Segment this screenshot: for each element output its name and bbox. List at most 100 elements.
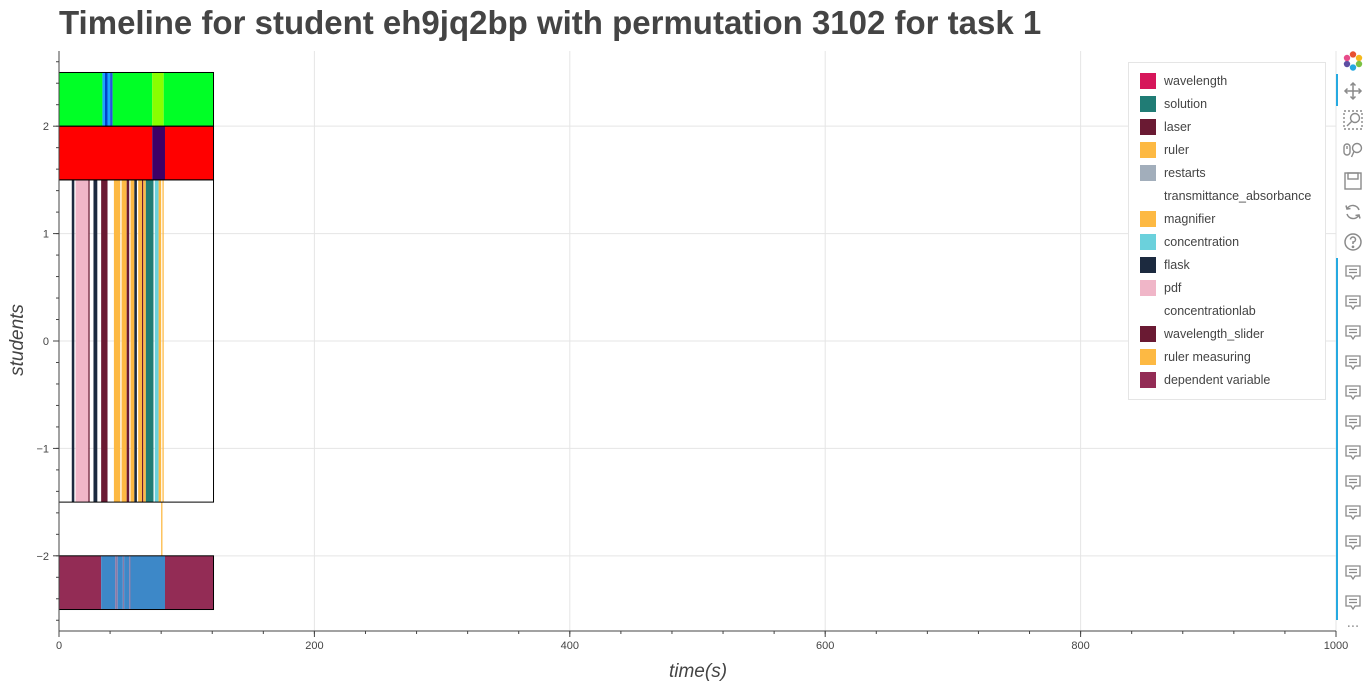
legend-item[interactable]: ruler bbox=[1129, 138, 1325, 161]
timeline-segment[interactable] bbox=[124, 555, 130, 610]
legend-label: ruler bbox=[1164, 142, 1190, 157]
hover-icon[interactable] bbox=[1342, 532, 1364, 554]
timeline-segment[interactable] bbox=[163, 72, 214, 127]
hover-icon[interactable] bbox=[1342, 442, 1364, 464]
timeline-segment[interactable] bbox=[88, 179, 90, 503]
timeline-segment[interactable] bbox=[130, 555, 165, 610]
timeline-segment[interactable] bbox=[162, 179, 164, 503]
y-tick-label: −1 bbox=[36, 443, 49, 455]
hover-icon[interactable] bbox=[1342, 382, 1364, 404]
timeline-segment[interactable] bbox=[75, 179, 89, 503]
timeline-segment[interactable] bbox=[122, 555, 125, 610]
timeline-segment[interactable] bbox=[143, 179, 146, 503]
timeline-segment[interactable] bbox=[130, 179, 135, 503]
timeline-segment[interactable] bbox=[71, 179, 75, 503]
legend-item[interactable]: ruler measuring bbox=[1129, 345, 1325, 368]
x-tick-label: 400 bbox=[561, 640, 579, 652]
timeline-segment[interactable] bbox=[134, 179, 137, 503]
legend-swatch bbox=[1140, 210, 1156, 227]
toolbar-separator-top bbox=[1336, 74, 1338, 106]
save-icon[interactable] bbox=[1342, 170, 1364, 192]
more-icon[interactable]: ··· bbox=[1346, 619, 1360, 635]
timeline-segment[interactable] bbox=[158, 179, 162, 503]
legend-item[interactable]: solution bbox=[1129, 92, 1325, 115]
timeline-segment[interactable] bbox=[93, 179, 98, 503]
legend[interactable]: wavelength solution laser ruler restarts tran… bbox=[1128, 62, 1326, 400]
bokeh-logo-icon[interactable] bbox=[1342, 50, 1364, 72]
hover-icon[interactable] bbox=[1342, 262, 1364, 284]
hover-icon[interactable] bbox=[1342, 322, 1364, 344]
legend-swatch bbox=[1140, 303, 1156, 319]
timeline-segment[interactable] bbox=[101, 179, 108, 503]
timeline-segment[interactable] bbox=[110, 72, 113, 127]
timeline-segment[interactable] bbox=[164, 126, 214, 180]
legend-item[interactable]: wavelength_slider bbox=[1129, 322, 1325, 345]
timeline-segment[interactable] bbox=[101, 555, 116, 610]
legend-item[interactable]: laser bbox=[1129, 115, 1325, 138]
legend-label: pdf bbox=[1164, 280, 1182, 295]
legend-item[interactable]: pdf bbox=[1129, 276, 1325, 299]
hover-icon[interactable] bbox=[1342, 562, 1364, 584]
pan-icon[interactable] bbox=[1342, 80, 1364, 102]
wheel-zoom-icon[interactable] bbox=[1342, 139, 1364, 161]
timeline-segment[interactable] bbox=[104, 72, 108, 127]
y-tick-label: 1 bbox=[43, 229, 49, 241]
legend-swatch bbox=[1140, 118, 1156, 135]
legend-label: dependent variable bbox=[1164, 372, 1271, 387]
timeline-segment[interactable] bbox=[59, 555, 102, 610]
timeline-segment[interactable] bbox=[112, 72, 153, 127]
chart-title: Timeline for student eh9jq2bp with permu… bbox=[59, 4, 1042, 41]
timeline-segment[interactable] bbox=[129, 555, 131, 610]
reset-icon[interactable] bbox=[1342, 201, 1364, 223]
timeline-segment[interactable] bbox=[154, 179, 159, 503]
legend-label: magnifier bbox=[1164, 211, 1216, 226]
hover-icon[interactable] bbox=[1342, 412, 1364, 434]
legend-swatch bbox=[1140, 141, 1156, 158]
timeline-segment[interactable] bbox=[59, 126, 153, 180]
timeline-segment[interactable] bbox=[161, 502, 163, 556]
timeline-segment[interactable] bbox=[115, 555, 118, 610]
legend-swatch bbox=[1140, 164, 1156, 181]
legend-swatch bbox=[1140, 256, 1156, 273]
hover-icon[interactable] bbox=[1342, 292, 1364, 314]
hover-icon[interactable] bbox=[1342, 472, 1364, 494]
legend-item[interactable]: transmittance_absorbance bbox=[1129, 184, 1325, 207]
legend-item[interactable]: dependent variable bbox=[1129, 368, 1325, 391]
help-icon[interactable] bbox=[1342, 231, 1364, 253]
box-zoom-icon[interactable] bbox=[1342, 109, 1364, 131]
timeline-segment[interactable] bbox=[107, 72, 111, 127]
timeline-segment[interactable] bbox=[164, 555, 214, 610]
hover-icon[interactable] bbox=[1342, 592, 1364, 614]
timeline-segment[interactable] bbox=[121, 179, 127, 503]
legend-label: solution bbox=[1164, 96, 1208, 111]
timeline-segment[interactable] bbox=[152, 126, 165, 180]
legend-item[interactable]: magnifier bbox=[1129, 207, 1325, 230]
timeline-segment[interactable] bbox=[102, 72, 105, 127]
timeline-segment[interactable] bbox=[138, 179, 143, 503]
grid-lines bbox=[59, 51, 1337, 631]
timeline-segment[interactable] bbox=[59, 72, 103, 127]
legend-item[interactable]: restarts bbox=[1129, 161, 1325, 184]
x-tick-label: 200 bbox=[305, 640, 323, 652]
timeline-segment[interactable] bbox=[142, 179, 144, 503]
legend-label: wavelength_slider bbox=[1164, 326, 1265, 341]
legend-label: wavelength bbox=[1164, 73, 1228, 88]
legend-label: laser bbox=[1164, 119, 1192, 134]
legend-item[interactable]: concentrationlab bbox=[1129, 299, 1325, 322]
legend-item[interactable]: wavelength bbox=[1129, 69, 1325, 92]
y-tick-label: −2 bbox=[36, 551, 49, 563]
timeline-segment[interactable] bbox=[117, 555, 123, 610]
timeline-segment[interactable] bbox=[152, 72, 164, 127]
legend-swatch bbox=[1140, 371, 1156, 388]
timeline-segment[interactable] bbox=[145, 179, 154, 503]
timeline-segment[interactable] bbox=[126, 179, 130, 503]
legend-item[interactable]: concentration bbox=[1129, 230, 1325, 253]
hover-icon[interactable] bbox=[1342, 502, 1364, 524]
legend-label: concentrationlab bbox=[1164, 303, 1256, 318]
legend-swatch bbox=[1140, 95, 1156, 112]
timeline-bars bbox=[59, 72, 214, 610]
legend-item[interactable]: flask bbox=[1129, 253, 1325, 276]
hover-icon[interactable] bbox=[1342, 352, 1364, 374]
timeline-segment[interactable] bbox=[113, 179, 121, 503]
